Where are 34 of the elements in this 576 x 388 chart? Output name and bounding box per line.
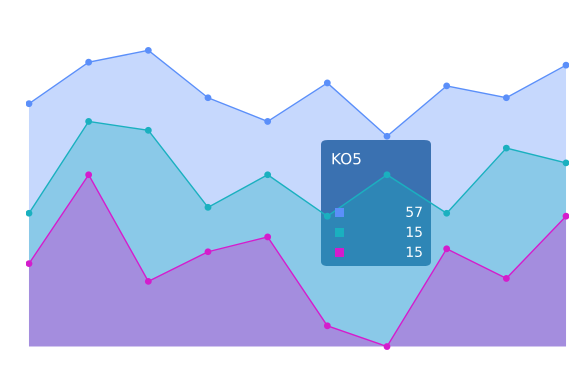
point (384, 132, 390, 140)
point (324, 212, 331, 220)
point (562, 62, 569, 69)
point (26, 260, 32, 268)
point (502, 144, 510, 152)
point (85, 171, 92, 178)
point (144, 46, 152, 54)
point (85, 118, 92, 125)
point (204, 94, 212, 102)
point (144, 278, 152, 285)
point (26, 100, 32, 108)
point (384, 343, 390, 350)
annotation: KO5 (332, 152, 361, 164)
point (443, 245, 450, 252)
point (443, 210, 450, 217)
point (264, 118, 272, 125)
point (204, 248, 212, 256)
point (324, 322, 331, 330)
point (562, 160, 569, 166)
point (85, 58, 92, 66)
point (324, 80, 331, 86)
annotation: 57 (406, 206, 422, 218)
point (443, 82, 450, 90)
point (502, 275, 510, 282)
point (562, 212, 569, 220)
annotation: 15 (406, 246, 422, 258)
point (264, 234, 272, 240)
point (384, 171, 390, 178)
point (144, 126, 152, 134)
point (502, 94, 510, 102)
annotation: 15 (406, 226, 422, 238)
point (264, 171, 272, 178)
point (204, 204, 212, 211)
point (26, 210, 32, 217)
